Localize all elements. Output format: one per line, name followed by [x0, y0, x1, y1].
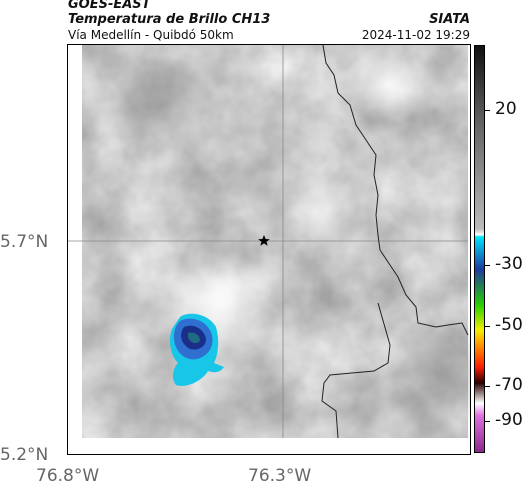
colorbar-tick	[485, 110, 490, 111]
border-line	[322, 45, 469, 336]
colorbar-label-minus50: -50	[495, 315, 523, 335]
lon-label-76.3: 76.3°W	[248, 466, 312, 486]
lat-label-5.7: 5.7°N	[0, 232, 49, 252]
temperature-colorbar	[474, 45, 485, 453]
star-icon	[258, 235, 270, 246]
map-canvas	[68, 45, 470, 454]
product-title: Temperatura de Brillo CH13	[68, 12, 271, 27]
colorbar-tick	[485, 386, 490, 387]
colorbar-tick	[485, 421, 490, 422]
colorbar-label-minus30: -30	[495, 254, 523, 274]
lat-label-5.2: 5.2°N	[0, 445, 49, 465]
satellite-name: GOES-EAST	[68, 0, 151, 12]
colorbar-tick	[485, 326, 490, 327]
lon-label-76.8: 76.8°W	[36, 466, 100, 486]
region-subtitle: Vía Medellín - Quibdó 50km	[68, 28, 234, 42]
bright-cloud-ne	[343, 45, 433, 125]
border-line-south	[321, 302, 391, 439]
timestamp: 2024-11-02 19:29	[361, 28, 470, 42]
satellite-map[interactable]	[67, 44, 471, 455]
bright-cloud-center	[278, 170, 358, 260]
colorbar-label-20: 20	[495, 99, 517, 119]
colorbar-tick	[485, 265, 490, 266]
dark-area-se	[383, 315, 470, 435]
organization-label: SIATA	[429, 12, 470, 27]
colorbar-label-minus70: -70	[495, 375, 523, 395]
dark-area-nw	[98, 55, 218, 155]
cold-cloud-core-green	[188, 332, 200, 344]
colorbar-label-minus90: -90	[495, 410, 523, 430]
